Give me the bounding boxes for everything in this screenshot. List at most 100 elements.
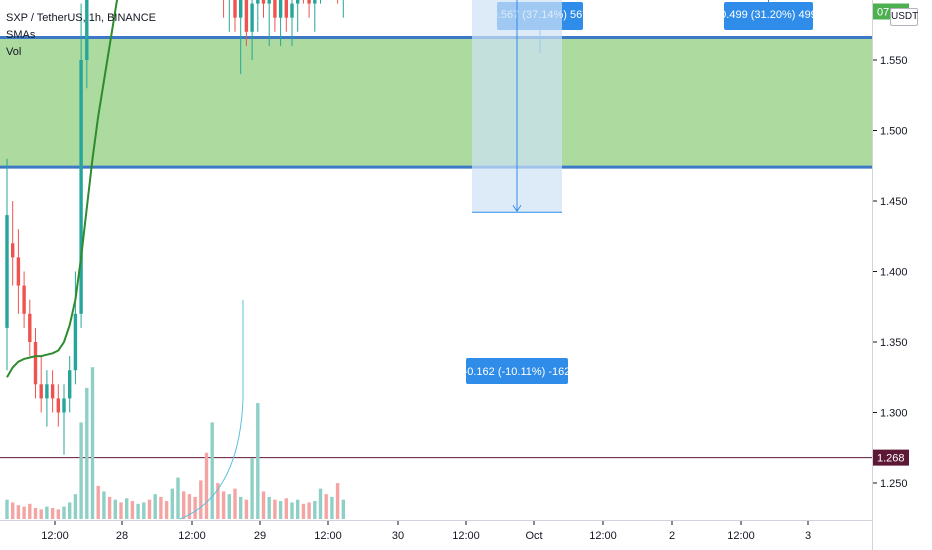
candle-body [39,384,43,399]
indicator-volume-label[interactable]: Vol [6,46,22,58]
candle-body [85,0,89,60]
volume-bar [11,502,15,519]
x-tick-label: 12:00 [727,530,755,542]
symbol-title[interactable]: SXP / TetherUS, 1h, BINANCE [6,12,156,24]
candlesticks [5,0,344,455]
volume-bar [170,488,174,519]
indicator-sma-label[interactable]: SMAs [6,29,36,41]
candle-body [16,257,21,286]
candle-body [261,0,266,4]
time-axis[interactable]: 12:00 28 12:00 29 12:00 30 12:00 Oct 12:00 2 12:00… [41,521,811,542]
volume-bar [250,458,254,519]
y-tick-label: 1.300 [880,408,908,420]
volume-bars [5,367,345,519]
candle-body [11,243,15,258]
volume-bar [341,499,345,519]
arrow-down-icon [512,205,522,213]
candle [5,158,9,371]
candle-body [290,3,294,18]
volume-bar [56,509,60,519]
candle [22,271,26,328]
volume-bar [284,498,288,519]
candle [261,0,266,18]
candle [228,0,230,32]
support-zone[interactable] [0,37,873,168]
volume-bar [159,496,163,519]
candle-body [73,313,78,371]
x-tick-label: 30 [392,530,404,542]
volume-bar [147,499,152,519]
candle [278,0,283,46]
volume-bar [273,499,277,519]
candle-body [273,0,277,18]
volume-bar [79,422,83,519]
y-tick-label: 1.450 [880,196,908,208]
volume-bar [153,494,157,519]
price-axis[interactable]: 1.2501.3001.3501.4001.4501.5001.5501.600… [873,0,908,490]
candle [33,327,38,399]
volume-bar [22,506,26,519]
volume-bar [125,498,129,519]
volume-bar [233,488,237,519]
level-badge-bottom: 1.268 [877,453,905,465]
volume-bar [187,494,192,519]
x-tick-label: 3 [805,530,811,542]
candle-body [284,0,288,18]
volume-bar [278,501,283,519]
candle [267,0,271,46]
candle-body [50,384,55,399]
volume-bar [256,403,260,519]
chart-legend: SXP / TetherUS, 1h, BINANCE SMAs Vol [6,10,156,61]
measure-label-up-2-bg [724,2,813,30]
y-tick-label: 1.350 [880,337,908,349]
volume-bar [239,496,243,519]
volume-bar [85,387,89,519]
candle [290,0,294,46]
candle-body [22,285,26,314]
volume-bar [130,501,135,519]
candle [307,0,311,18]
volume-bar [164,501,169,519]
volume-bar [176,477,180,519]
drawing-curve [179,300,244,520]
volume-bar [45,506,49,519]
x-tick-label: 12:00 [314,530,342,542]
candle-body [5,215,9,328]
volume-bar [318,488,323,519]
volume-bar [307,502,311,519]
volume-bar [39,509,43,519]
volume-bar [227,494,231,519]
candle [337,0,339,4]
candle [250,0,254,60]
volume-bar [324,494,328,519]
candle [273,0,277,32]
candle-body [267,0,271,4]
x-tick-label: 12:00 [178,530,206,542]
candle [68,356,72,413]
volume-bar [33,507,38,519]
volume-bar [199,480,203,519]
volume-bar [296,499,300,519]
volume-bar [313,501,317,519]
sma-line [6,0,119,378]
volume-bar [113,499,117,519]
measure-label-down: -0.162 (-10.11%) -162 [464,366,571,378]
currency-button[interactable]: USDT [890,8,918,26]
candle-body [68,370,72,399]
price-badges: 1.9061.2681.60007:53 [873,3,909,466]
measure-tools[interactable]: 0.567 (37.14%) 567 0.499 (31.20%) 499 -0… [464,0,817,384]
candle [284,0,288,32]
volume-bar [335,483,340,519]
candle [256,0,260,32]
candle [342,0,344,18]
x-tick-label: 29 [254,530,266,542]
candle [313,0,317,32]
volume-bar [193,496,197,519]
candle [73,271,78,385]
level-badge-bottom-bg [873,449,909,466]
volume-bar [119,502,123,519]
candle-body [28,313,32,342]
volume-bar [16,505,21,519]
volume-bar [221,491,226,519]
